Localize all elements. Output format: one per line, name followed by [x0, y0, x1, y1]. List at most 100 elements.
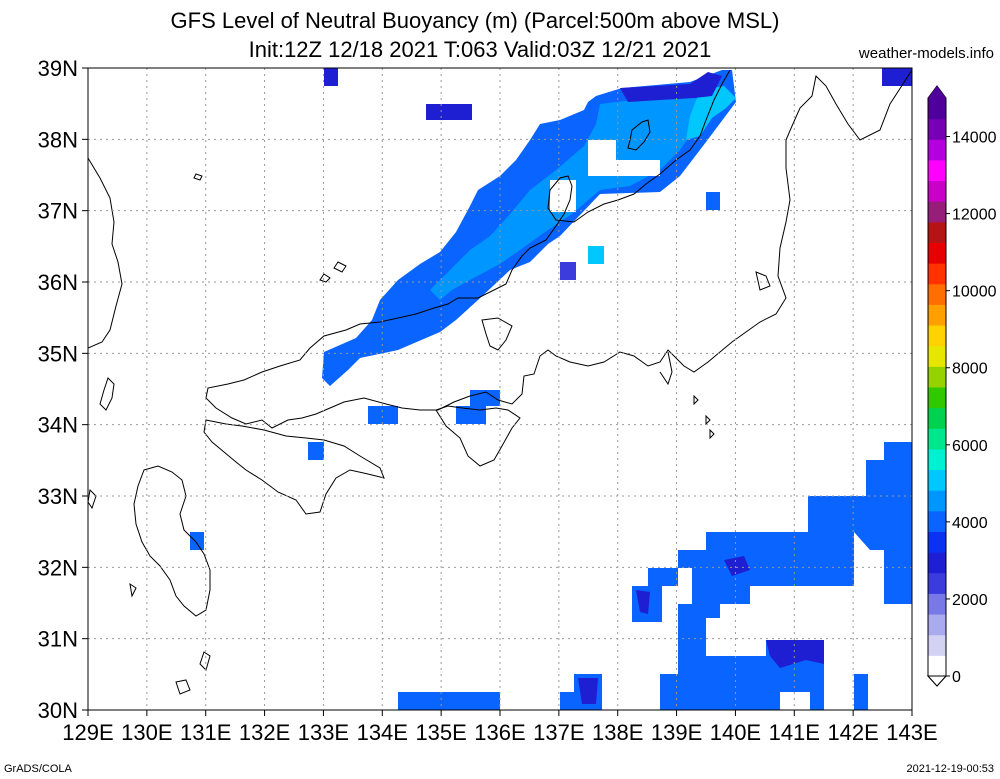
colorbar-swatch [928, 634, 946, 656]
lon-tick-label: 139E [651, 720, 702, 745]
colorbar-swatch [928, 159, 946, 182]
lnb-hole-1 [588, 140, 616, 176]
colorbar-swatch [928, 118, 946, 140]
colorbar-swatch [928, 242, 946, 264]
lat-tick-label: 35N [38, 341, 78, 366]
lnb-cell-kyushu [190, 532, 204, 550]
lnb-hole-2 [616, 160, 660, 176]
lon-tick-label: 133E [298, 720, 349, 745]
colorbar-label: 10000 [952, 284, 997, 301]
colorbar-swatch [928, 655, 946, 677]
lnb-cell-kii [456, 390, 500, 424]
colorbar-swatch [928, 180, 946, 202]
coast-noto-bay [481, 317, 513, 351]
lat-tick-label: 37N [38, 199, 78, 224]
site-credit[interactable]: weather-models.info [858, 45, 994, 62]
lnb-cell-west [308, 442, 324, 460]
map-grid [88, 68, 912, 710]
colorbar-swatch [928, 614, 946, 636]
render-timestamp: 2021-12-19-00:53 [906, 763, 994, 775]
lat-tick-label: 34N [38, 413, 78, 438]
colorbar-swatch [928, 98, 946, 120]
colorbar-swatch [928, 304, 946, 326]
coast-oki [319, 261, 347, 283]
colorbar-min-arrow [926, 675, 948, 687]
colorbar-swatch [928, 448, 946, 471]
coast-kii [435, 405, 521, 467]
lon-tick-label: 136E [474, 720, 525, 745]
colorbar-swatch [928, 552, 946, 574]
coast-kyushu [133, 465, 211, 617]
lnb-cell-noto2 [588, 246, 604, 264]
lon-tick-label: 138E [592, 720, 643, 745]
colorbar [926, 85, 948, 687]
coast-boso [755, 271, 771, 291]
colorbar-swatch [928, 469, 946, 491]
lnb-cell-south-1 [398, 692, 500, 710]
colorbar-label: 14000 [952, 130, 997, 147]
colorbar-swatch [928, 283, 946, 305]
lon-tick-label: 132E [239, 720, 290, 745]
lnb-field-southeast-dark2 [766, 640, 824, 668]
longitude-labels: 129E 130E 131E 132E 133E 134E 135E 136E 137E 138E… [62, 710, 938, 745]
colorbar-swatch [928, 387, 946, 409]
colorbar-label: 2000 [952, 592, 988, 609]
lon-tick-label: 130E [121, 720, 172, 745]
colorbar-swatch [928, 366, 946, 388]
colorbar-swatch [928, 325, 946, 347]
lnb-field-southeast [632, 442, 912, 710]
lnb-band-high [686, 86, 736, 140]
lon-tick-label: 142E [827, 720, 878, 745]
lat-tick-label: 36N [38, 270, 78, 295]
lnb-cell-north [324, 68, 338, 86]
coastlines [88, 69, 912, 695]
coast-honshu-north [205, 69, 912, 429]
lnb-field-southeast-dark [724, 556, 750, 576]
lat-tick-label: 31N [38, 627, 78, 652]
colorbar-swatch [928, 407, 946, 429]
coast-sado [627, 119, 651, 151]
lat-tick-label: 39N [38, 56, 78, 81]
colorbar-label: 0 [952, 669, 961, 686]
colorbar-max-arrow [928, 86, 946, 98]
lnb-cell-shikoku [368, 406, 398, 424]
lnb-cell-noto [560, 262, 576, 280]
lon-tick-label: 131E [180, 720, 231, 745]
coast-korea [88, 157, 123, 349]
coast-tsushima [99, 377, 115, 411]
lat-tick-label: 33N [38, 484, 78, 509]
lon-tick-label: 137E [533, 720, 584, 745]
lat-tick-label: 38N [38, 127, 78, 152]
lnb-field-southeast-dark3 [636, 590, 650, 614]
colorbar-swatch [928, 490, 946, 512]
map-title: GFS Level of Neutral Buoyancy (m) (Parce… [170, 8, 780, 33]
lat-tick-label: 32N [38, 555, 78, 580]
colorbar-label: 4000 [952, 515, 988, 532]
lon-tick-label: 141E [769, 720, 820, 745]
lat-tick-label: 30N [38, 698, 78, 723]
coast-izu [659, 351, 673, 386]
lnb-field [190, 68, 912, 710]
lnb-cell-southeast-3 [720, 604, 750, 620]
colorbar-swatch [928, 139, 946, 161]
colorbar-labels: 0 2000 4000 6000 8000 10000 12000 14000 [946, 130, 997, 686]
lnb-cell-oki [426, 104, 472, 120]
coast-quelpart [193, 173, 203, 181]
colorbar-swatch [928, 221, 946, 243]
coast-islands-east [693, 394, 715, 440]
colorbar-label: 6000 [952, 438, 988, 455]
colorbar-swatch [928, 345, 946, 367]
map-subtitle: Init:12Z 12/18 2021 T:063 Valid:03Z 12/2… [248, 37, 712, 62]
software-credit: GrADS/COLA [4, 763, 72, 775]
colorbar-swatch [928, 510, 946, 532]
lon-tick-label: 143E [886, 720, 937, 745]
colorbar-swatch [928, 201, 946, 223]
lon-tick-label: 134E [357, 720, 408, 745]
coast-yakushima [175, 651, 211, 695]
lnb-cell-southeast-2 [854, 674, 868, 710]
lon-tick-label: 135E [415, 720, 466, 745]
colorbar-label: 12000 [952, 207, 997, 224]
lon-tick-label: 129E [62, 720, 113, 745]
lnb-band-top [620, 72, 722, 102]
